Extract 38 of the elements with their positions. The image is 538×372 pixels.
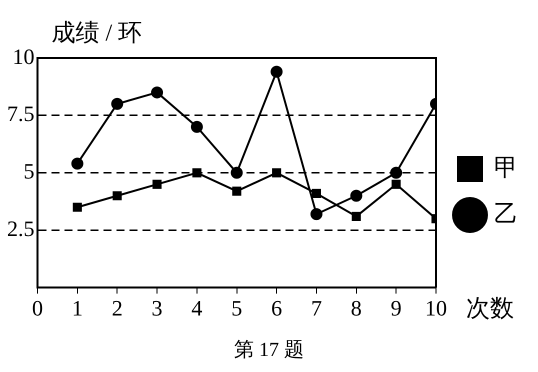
point [232,186,242,196]
point [111,98,124,110]
point [152,180,162,189]
point [272,168,282,178]
x-tick-label: 1 [72,296,83,321]
legend-label: 乙 [494,201,518,228]
x-tick-label: 3 [152,296,163,321]
point [192,168,202,178]
y-tick-label: 10 [12,44,34,69]
x-axis-title: 次数 [466,296,514,322]
x-tick-label: 2 [112,296,123,321]
x-tick-label: 9 [390,296,402,321]
point [352,212,361,221]
x-tick-label: 6 [271,296,282,321]
point [72,202,82,212]
point [312,188,321,198]
y-tick-label: 7.5 [7,101,34,126]
point [270,66,283,78]
x-tick-label: 7 [310,296,322,321]
x-tick-label: 0 [32,296,43,321]
x-tick-label: 8 [350,296,362,321]
x-tick-label: 4 [191,296,202,321]
y-tick-label: 5 [24,158,34,184]
point [390,166,402,179]
point [310,208,322,220]
x-tick-label: 10 [425,296,447,321]
x-tick-label: 5 [231,296,242,321]
point [151,86,164,98]
point [71,158,84,170]
y-tick-label: 2.5 [7,216,34,241]
point [190,120,203,133]
legend-label: 甲 [494,155,518,182]
y-axis-title: 成绩 / 环 [52,20,142,46]
point [112,191,122,200]
point [350,190,362,202]
text: 第 17 题 [233,338,305,363]
point [392,180,401,189]
point [230,166,243,179]
